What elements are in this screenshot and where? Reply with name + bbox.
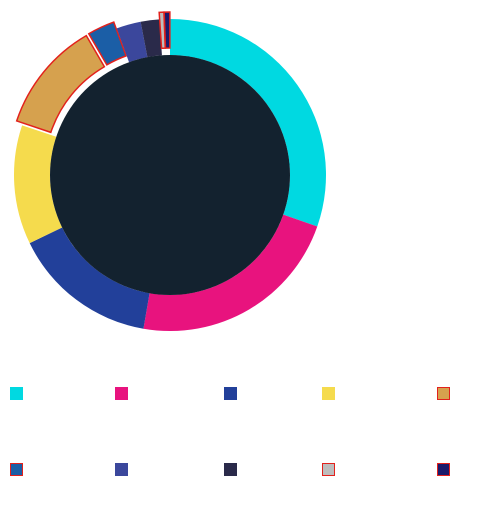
pie-slice-10[interactable] (163, 11, 171, 49)
legend-swatch (115, 462, 128, 476)
legend-item-1[interactable] (10, 385, 23, 401)
legend-swatch (10, 386, 23, 400)
legend-swatch (115, 386, 128, 400)
legend-item-2[interactable] (115, 385, 128, 401)
legend-swatch (322, 462, 335, 476)
donut-slices (13, 11, 327, 331)
pie-slice-1[interactable] (170, 19, 327, 227)
pie-slice-5[interactable] (15, 34, 106, 134)
pie-slice-7[interactable] (116, 21, 148, 63)
legend-item-6[interactable] (10, 461, 23, 477)
legend-swatch (437, 462, 450, 476)
legend-swatch (224, 462, 237, 476)
legend-item-5[interactable] (437, 385, 450, 401)
pie-slice-6[interactable] (87, 21, 128, 66)
legend-item-4[interactable] (322, 385, 335, 401)
legend-item-10[interactable] (437, 461, 450, 477)
legend-item-7[interactable] (115, 461, 128, 477)
pie-slice-3[interactable] (29, 227, 150, 329)
pie-slice-4[interactable] (13, 125, 63, 244)
pie-slice-8[interactable] (140, 19, 162, 58)
legend-swatch (322, 386, 335, 400)
legend-swatch (224, 386, 237, 400)
legend (0, 370, 500, 500)
legend-swatch (10, 462, 23, 476)
donut-chart (13, 11, 327, 331)
legend-item-9[interactable] (322, 461, 335, 477)
legend-swatch (437, 386, 450, 400)
donut-hole (50, 55, 290, 295)
legend-item-8[interactable] (224, 461, 237, 477)
pie-slice-2[interactable] (143, 214, 318, 331)
legend-item-3[interactable] (224, 385, 237, 401)
